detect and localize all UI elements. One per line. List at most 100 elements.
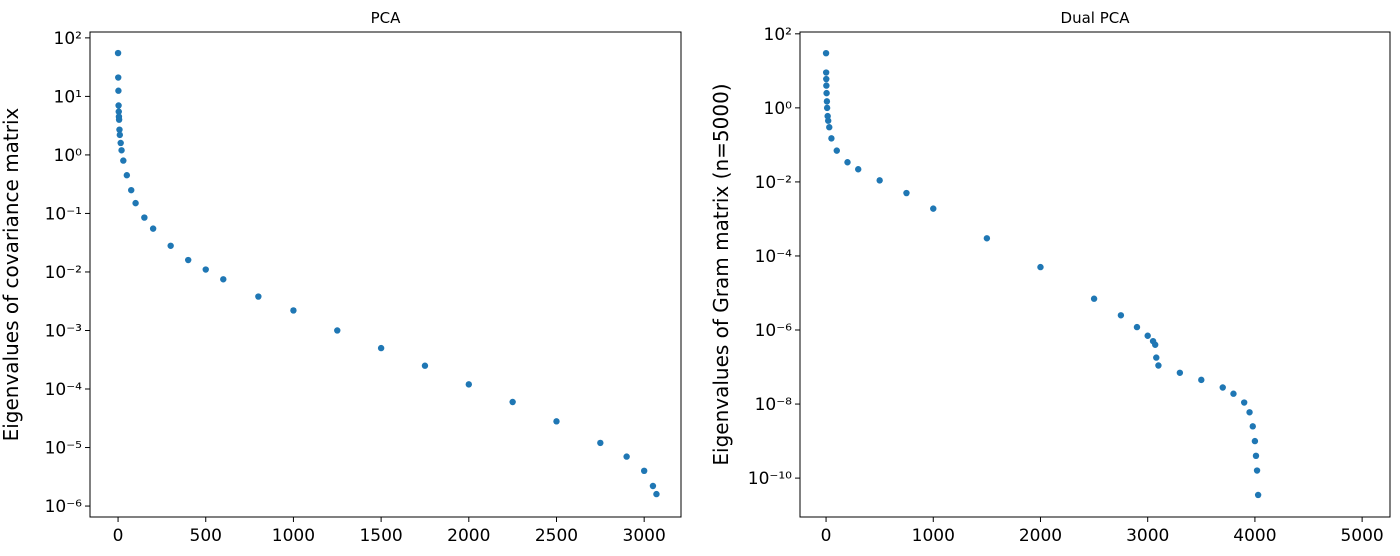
y-tick-label: 10² xyxy=(54,29,82,49)
data-point xyxy=(823,82,830,89)
data-point xyxy=(930,205,937,212)
data-point xyxy=(823,89,830,97)
data-point xyxy=(116,131,124,139)
x-tick-label: 1000 xyxy=(272,526,315,546)
y-tick-label: 10¹ xyxy=(54,87,82,107)
y-tick-label: 10⁻² xyxy=(755,173,792,193)
data-point xyxy=(1251,437,1259,445)
data-point xyxy=(826,124,833,131)
data-point xyxy=(123,172,131,179)
x-tick-label: 5000 xyxy=(1340,526,1383,546)
data-point xyxy=(823,75,830,83)
data-point xyxy=(334,327,341,334)
data-point xyxy=(822,49,830,57)
data-point xyxy=(653,490,660,498)
x-tick-label: 3000 xyxy=(1126,526,1169,546)
x-tick-label: 2500 xyxy=(535,526,578,546)
chart-title: Dual PCA xyxy=(1061,9,1131,27)
x-tick-label: 1500 xyxy=(359,526,402,546)
data-point xyxy=(823,98,831,105)
data-point xyxy=(1254,491,1262,499)
data-point xyxy=(509,398,516,406)
data-point xyxy=(1155,362,1162,369)
data-point xyxy=(128,186,135,194)
x-tick-label: 2000 xyxy=(1019,526,1062,546)
data-point xyxy=(255,293,262,300)
data-point xyxy=(876,177,883,184)
data-point xyxy=(1230,390,1237,397)
data-point xyxy=(903,189,910,197)
data-point xyxy=(824,117,832,124)
y-tick-label: 10⁻¹ xyxy=(45,204,82,224)
data-point xyxy=(115,74,122,81)
data-point xyxy=(115,116,123,123)
x-tick-label: 4000 xyxy=(1233,526,1276,546)
data-point xyxy=(185,256,192,264)
data-point xyxy=(1249,423,1256,430)
data-point xyxy=(1240,399,1248,406)
data-point xyxy=(1253,467,1261,474)
data-point xyxy=(1152,341,1159,348)
x-tick-label: 1000 xyxy=(912,526,955,546)
data-point xyxy=(623,453,630,460)
data-point xyxy=(421,362,429,369)
plot-frame xyxy=(799,31,1391,518)
data-point xyxy=(1133,323,1141,331)
data-point xyxy=(1153,354,1160,361)
data-point xyxy=(640,467,648,475)
data-point xyxy=(202,266,209,273)
data-point xyxy=(1176,369,1184,376)
data-point xyxy=(290,307,297,314)
y-tick-label: 10⁻² xyxy=(45,263,82,283)
data-point xyxy=(1144,332,1151,339)
data-point xyxy=(1090,295,1098,302)
data-point xyxy=(597,439,604,447)
data-point xyxy=(855,166,862,173)
y-tick-label: 10² xyxy=(764,25,792,45)
data-point xyxy=(833,147,840,154)
data-point xyxy=(824,112,831,120)
x-tick-label: 3000 xyxy=(623,526,666,546)
x-tick-label: 500 xyxy=(190,526,222,546)
data-point xyxy=(167,242,174,249)
x-tick-label: 0 xyxy=(821,526,832,546)
data-point xyxy=(1219,384,1226,391)
plot-frame xyxy=(89,31,682,518)
data-point xyxy=(1246,409,1253,416)
data-point xyxy=(220,276,227,283)
data-point xyxy=(1037,263,1044,271)
data-point xyxy=(822,69,830,76)
data-point xyxy=(115,108,122,115)
data-point xyxy=(844,159,851,166)
data-point xyxy=(649,482,657,490)
data-point xyxy=(983,235,991,242)
data-point xyxy=(115,102,122,109)
data-point xyxy=(117,139,124,147)
y-tick-label: 10⁰ xyxy=(764,99,793,119)
data-point xyxy=(377,344,385,352)
x-tick-label: 2000 xyxy=(447,526,490,546)
y-tick-label: 10⁻⁵ xyxy=(45,439,82,459)
y-tick-label: 10⁻¹⁰ xyxy=(748,469,792,489)
data-point xyxy=(828,135,835,142)
y-tick-label: 10⁻⁶ xyxy=(45,497,83,517)
y-tick-label: 10⁻⁸ xyxy=(755,395,793,415)
x-tick-label: 0 xyxy=(113,526,124,546)
data-point xyxy=(1252,452,1260,460)
y-tick-label: 10⁰ xyxy=(54,146,83,166)
data-point xyxy=(149,225,157,232)
data-point xyxy=(141,214,148,221)
data-point xyxy=(823,104,831,112)
y-axis-label: Eigenvalues of covariance matrix xyxy=(0,107,23,441)
data-point xyxy=(553,418,560,425)
chart-title: PCA xyxy=(371,9,402,27)
data-point xyxy=(115,87,122,94)
y-axis-label: Eigenvalues of Gram matrix (n=5000) xyxy=(709,83,733,465)
y-tick-label: 10⁻⁴ xyxy=(45,380,83,400)
data-point xyxy=(132,199,139,207)
data-point xyxy=(114,49,122,57)
data-point xyxy=(118,147,125,154)
data-point xyxy=(1117,312,1125,319)
data-point xyxy=(1198,376,1205,384)
